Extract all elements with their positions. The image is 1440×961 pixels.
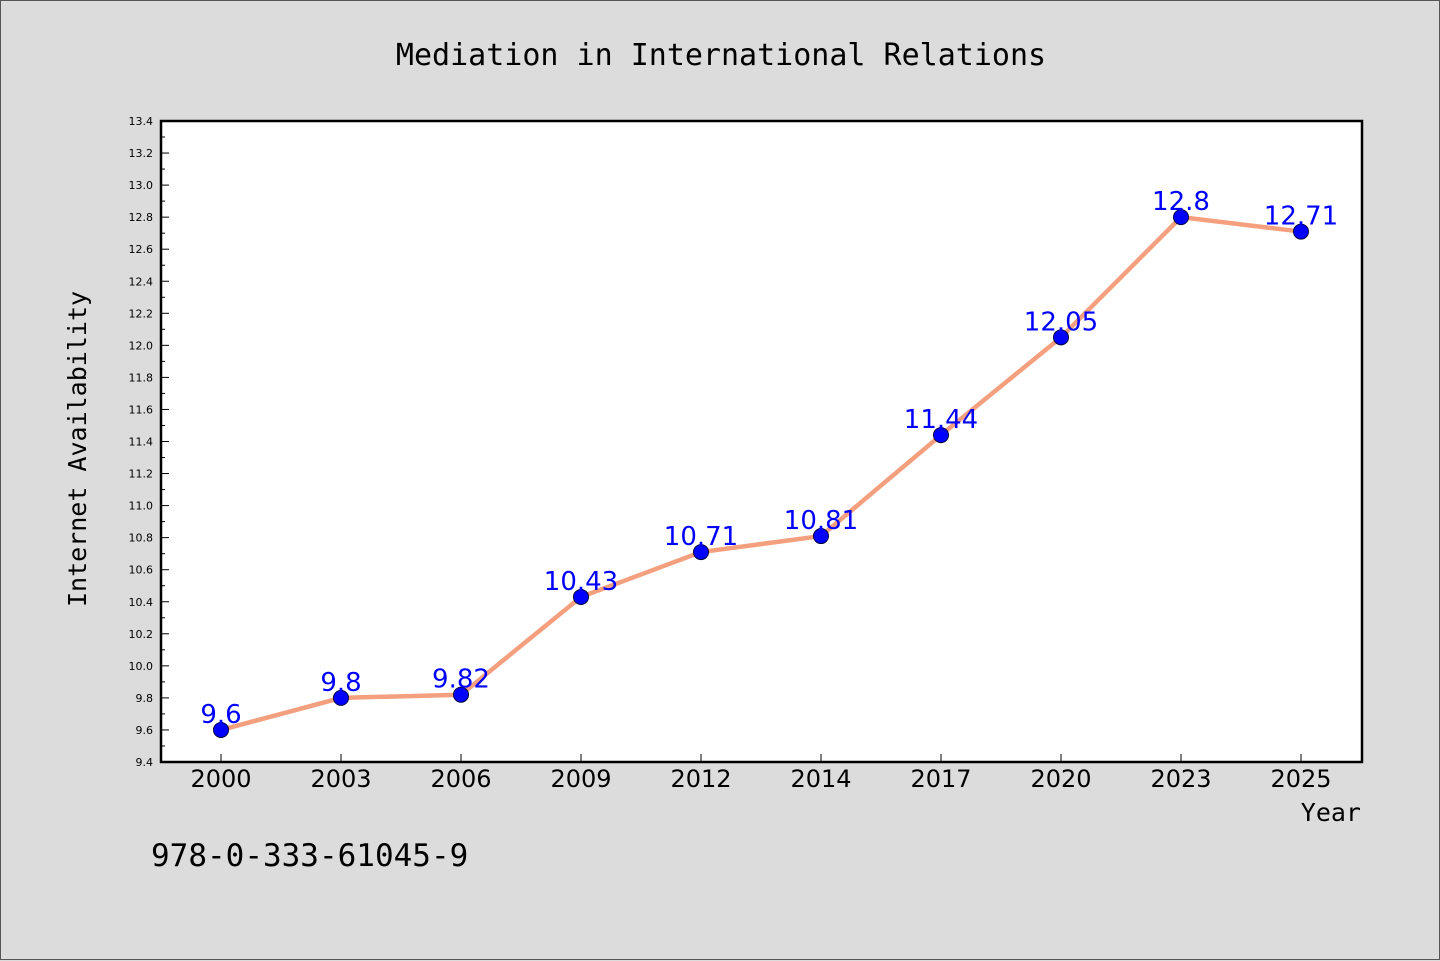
data-label: 9.8 xyxy=(320,668,361,698)
y-tick-label: 13.4 xyxy=(129,115,154,128)
x-tick-label: 2014 xyxy=(790,765,851,793)
data-label: 11.44 xyxy=(904,405,978,435)
isbn-footnote: 978-0-333-61045-9 xyxy=(151,838,468,874)
y-axis-label: Internet Availability xyxy=(63,291,92,607)
x-tick-label: 2003 xyxy=(310,765,371,793)
data-labels: 9.6 9.8 9.82 10.43 10.71 10.81 11.44 12.05 12.8 1… xyxy=(200,187,1338,730)
data-point xyxy=(453,686,469,703)
y-tick-label: 12.6 xyxy=(129,243,154,256)
data-label: 10.71 xyxy=(664,522,738,552)
data-point xyxy=(213,721,229,738)
x-axis: 2000 2003 2006 2009 2012 2014 2017 2020 2023 2025 xyxy=(190,754,1332,793)
y-tick-label: 10.2 xyxy=(129,628,154,641)
y-tick-label: 11.2 xyxy=(129,468,154,481)
chart-title: Mediation in International Relations xyxy=(396,38,1046,73)
series-line xyxy=(218,214,1304,733)
y-tick-label: 10.4 xyxy=(129,596,154,609)
series-group xyxy=(213,209,1309,738)
x-tick-label: 2020 xyxy=(1030,765,1091,793)
y-tick-label: 11.6 xyxy=(129,403,154,416)
y-tick-label: 10.8 xyxy=(129,532,154,545)
data-label: 9.82 xyxy=(432,665,490,695)
x-tick-label: 2000 xyxy=(190,765,251,793)
y-tick-label: 9.6 xyxy=(136,724,154,737)
x-tick-label: 2012 xyxy=(670,765,731,793)
data-label: 10.43 xyxy=(544,567,618,597)
y-tick-label: 9.4 xyxy=(136,756,154,769)
data-point xyxy=(573,588,589,605)
y-tick-label: 12.0 xyxy=(129,339,154,352)
data-point xyxy=(1173,209,1189,226)
data-point xyxy=(1293,223,1309,240)
y-tick-label: 11.4 xyxy=(129,436,154,449)
y-axis: 9.4 9.6 9.8 10.0 10.2 10.4 10.6 10.8 11.0 11.2 11.… xyxy=(129,115,169,769)
y-tick-label: 13.2 xyxy=(129,147,154,160)
x-tick-label: 2025 xyxy=(1270,765,1331,793)
y-tick-label: 11.8 xyxy=(129,371,154,384)
x-axis-label: Year xyxy=(1301,798,1361,827)
data-point xyxy=(1053,329,1069,346)
data-point xyxy=(693,544,709,561)
y-tick-label: 13.0 xyxy=(129,179,154,192)
data-point xyxy=(933,427,949,444)
data-label: 12.8 xyxy=(1152,187,1210,217)
y-tick-label: 9.8 xyxy=(136,692,154,705)
data-label: 12.71 xyxy=(1264,202,1338,232)
y-tick-label: 10.6 xyxy=(129,564,154,577)
data-label: 12.05 xyxy=(1024,307,1098,337)
x-tick-label: 2023 xyxy=(1150,765,1211,793)
y-tick-label: 12.2 xyxy=(129,307,154,320)
y-tick-label: 12.8 xyxy=(129,211,154,224)
y-tick-label: 11.0 xyxy=(129,500,154,513)
data-label: 10.81 xyxy=(784,506,858,536)
x-tick-label: 2009 xyxy=(550,765,611,793)
data-point xyxy=(813,528,829,545)
x-tick-label: 2017 xyxy=(910,765,971,793)
y-tick-label: 10.0 xyxy=(129,660,154,673)
x-tick-label: 2006 xyxy=(430,765,491,793)
data-label: 9.6 xyxy=(200,700,241,730)
y-tick-label: 12.4 xyxy=(129,275,154,288)
data-point xyxy=(333,689,349,706)
plot-area xyxy=(159,119,1364,764)
